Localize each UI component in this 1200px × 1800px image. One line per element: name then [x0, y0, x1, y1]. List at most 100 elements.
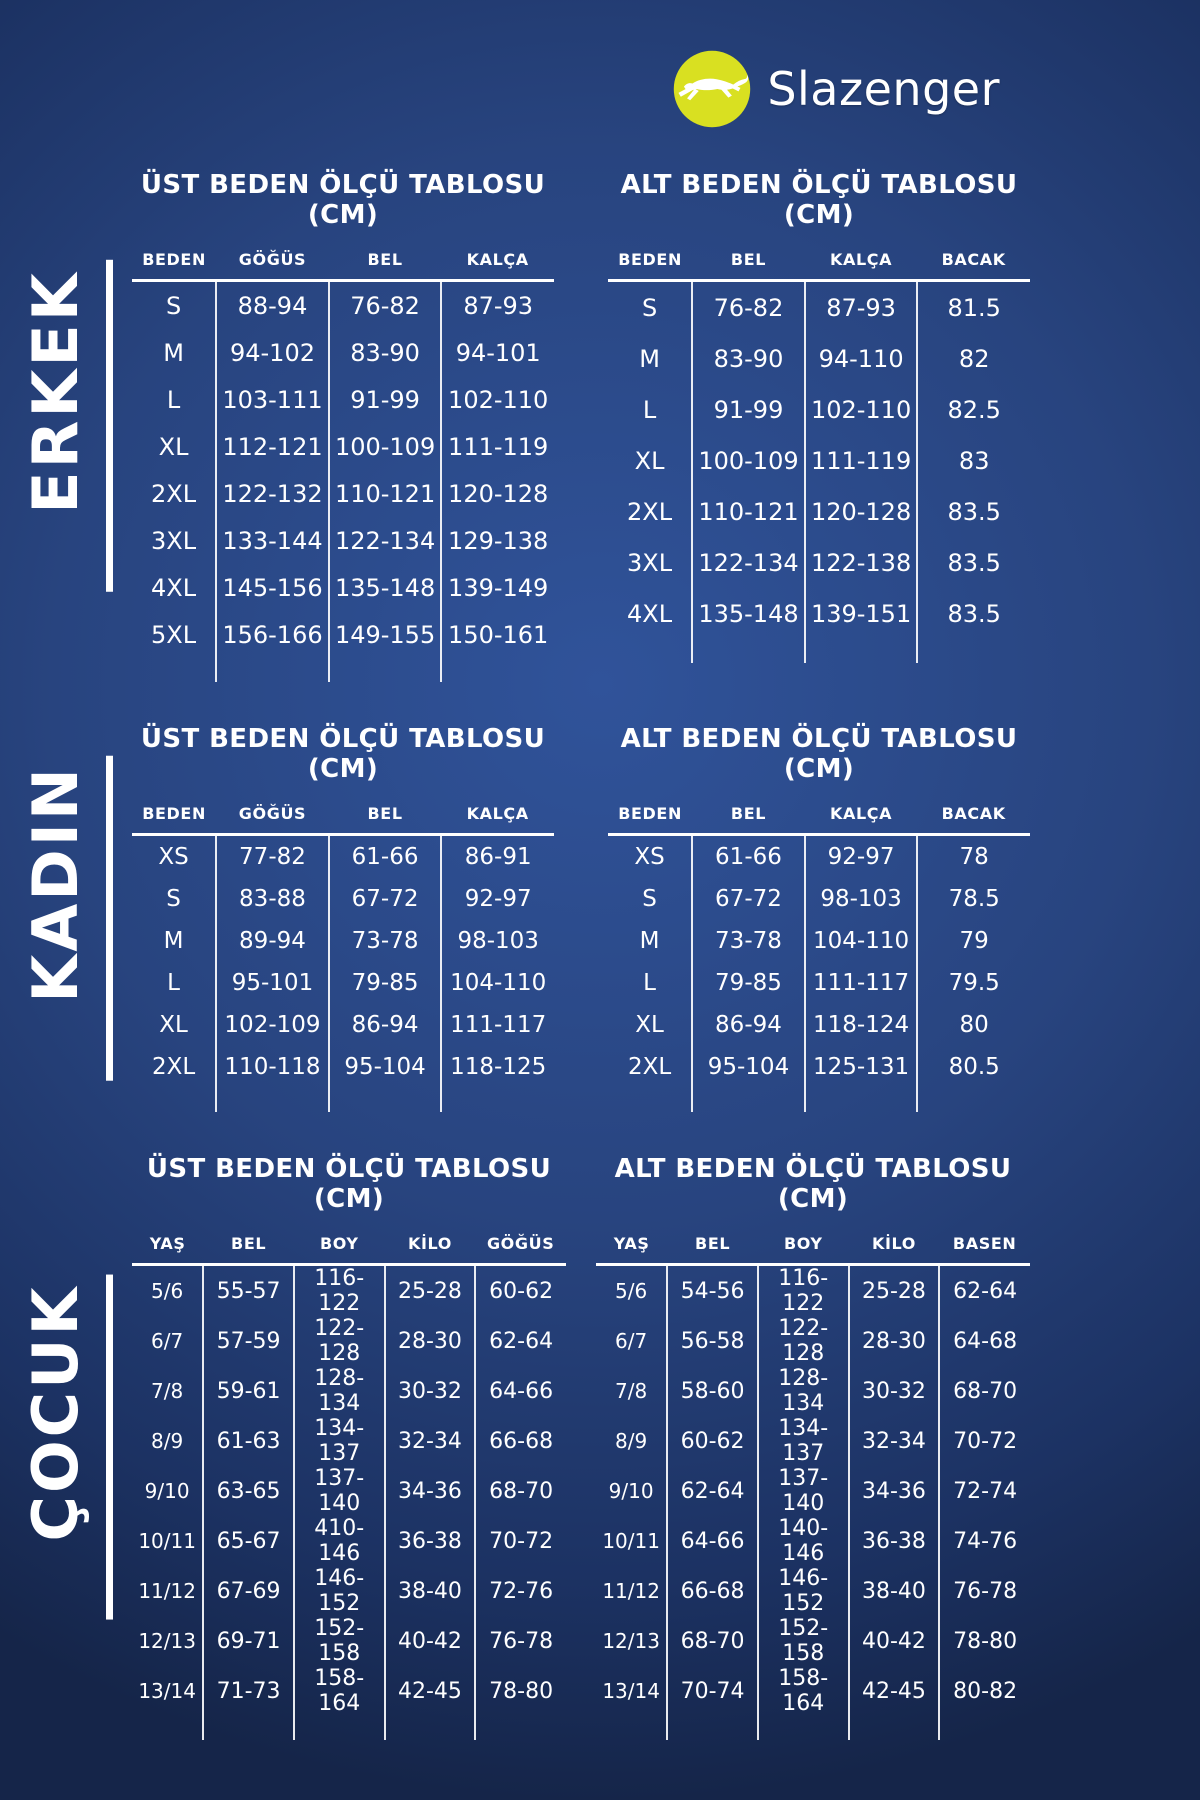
table-cell: 76-78 — [938, 1566, 1030, 1616]
table-cell: 66-68 — [474, 1416, 566, 1466]
table-cell: 111-119 — [440, 423, 554, 470]
column-header: BOY — [293, 1234, 385, 1266]
table-row: 4XL 135-148 139-151 83.5 — [608, 588, 1030, 639]
table-row: 10/11 64-66 140-146 36-38 74-76 — [596, 1516, 1030, 1566]
table-cell: 88-94 — [215, 280, 329, 329]
table-cell: 118-124 — [803, 1004, 918, 1046]
column-header: YAŞ — [132, 1234, 204, 1266]
table-row: 13/14 70-74 158-164 42-45 80-82 — [596, 1666, 1030, 1716]
table-cell: 139-151 — [803, 588, 918, 639]
table-cell: 9/10 — [144, 1479, 190, 1503]
table-cell: 83-88 — [215, 878, 329, 920]
table-cell: 83-90 — [691, 333, 805, 384]
table-cell: 62-64 — [666, 1466, 758, 1516]
table-row: XS 61-66 92-97 78 — [608, 834, 1030, 878]
table-cell: 149-155 — [327, 611, 442, 658]
table-cell: 78-80 — [938, 1616, 1030, 1666]
column-header: BEL — [328, 250, 442, 282]
table-cell: 7/8 — [615, 1379, 648, 1403]
table-cell: 122-134 — [691, 537, 805, 588]
table-cell: 28-30 — [847, 1316, 940, 1366]
table-cell: 67-72 — [327, 878, 442, 920]
table-cell: 86-94 — [691, 1004, 805, 1046]
column-header: BEDEN — [608, 804, 693, 836]
table-cell: 83 — [916, 435, 1030, 486]
table-cell: 89-94 — [215, 920, 329, 962]
table-cell: 120-128 — [440, 470, 554, 517]
table-cell: 410-146 — [292, 1516, 385, 1566]
header-row: YAŞ BEL BOY KİLO BASEN — [596, 1234, 1030, 1266]
table-row: M 89-94 73-78 98-103 — [132, 920, 554, 962]
table-cell: 30-32 — [383, 1366, 476, 1416]
table-cell: 61-66 — [691, 834, 805, 878]
table-cell: 10/11 — [138, 1529, 196, 1553]
header-row: BEDEN BEL KALÇA BACAK — [608, 250, 1030, 282]
table-cell: 112-121 — [215, 423, 329, 470]
table-cell: 104-110 — [440, 962, 554, 1004]
table-cell: XS — [158, 844, 189, 870]
table-cell: 137-140 — [292, 1466, 385, 1516]
table-cell: 102-110 — [803, 384, 918, 435]
table-cell: 139-149 — [440, 564, 554, 611]
table-cell: 80 — [916, 1004, 1030, 1046]
column-header: KALÇA — [804, 804, 918, 836]
table-cell: 55-57 — [202, 1264, 294, 1316]
table-row: 2XL 110-121 120-128 83.5 — [608, 486, 1030, 537]
table-cell: 77-82 — [215, 834, 329, 878]
table-row: 5/6 54-56 116-122 25-28 62-64 — [596, 1264, 1030, 1316]
table-row: L 95-101 79-85 104-110 — [132, 962, 554, 1004]
table-cell: 134-137 — [756, 1416, 849, 1466]
table-cell: 111-119 — [803, 435, 918, 486]
table-row: 2XL 110-118 95-104 118-125 — [132, 1046, 554, 1088]
section-label-column-erkek: ERKEK — [0, 170, 132, 682]
table-cell: 40-42 — [383, 1616, 476, 1666]
table-cell: 36-38 — [847, 1516, 940, 1566]
table-cell: 98-103 — [440, 920, 554, 962]
table-cell: 82.5 — [916, 384, 1030, 435]
table-cell: 118-125 — [440, 1046, 554, 1088]
table-row: 2XL 122-132 110-121 120-128 — [132, 470, 554, 517]
size-charts: ERKEK ÜST BEDEN ÖLÇÜ TABLOSU (CM) BEDEN G… — [0, 170, 1200, 1740]
table-cell: 76-82 — [691, 280, 805, 333]
table-cell: 54-56 — [666, 1264, 758, 1316]
table-row: M 73-78 104-110 79 — [608, 920, 1030, 962]
section-kadin: KADIN ÜST BEDEN ÖLÇÜ TABLOSU (CM) BEDEN G… — [0, 724, 1030, 1112]
table-cell: 68-70 — [938, 1366, 1030, 1416]
table-cell: 5/6 — [615, 1279, 648, 1303]
erkek-lower-table-block: ALT BEDEN ÖLÇÜ TABLOSU (CM) BEDEN BEL KALÇ… — [608, 170, 1030, 682]
table-row: 9/10 63-65 137-140 34-36 68-70 — [132, 1466, 566, 1516]
table-cell: S — [641, 293, 658, 322]
table-row: 8/9 61-63 134-137 32-34 66-68 — [132, 1416, 566, 1466]
table-cell: 94-110 — [803, 333, 918, 384]
table-cell: 5XL — [151, 620, 197, 649]
table-cell: 56-58 — [666, 1316, 758, 1366]
table-cell: 86-94 — [327, 1004, 442, 1046]
panther-icon — [674, 50, 751, 128]
cocuk-upper-table-block: ÜST BEDEN ÖLÇÜ TABLOSU (CM) YAŞ BEL BOY KİL… — [132, 1154, 566, 1740]
table-cell: 73-78 — [691, 920, 805, 962]
table-cell: 152-158 — [292, 1616, 385, 1666]
table-row: XL 102-109 86-94 111-117 — [132, 1004, 554, 1046]
table-cell: 66-68 — [666, 1566, 758, 1616]
table-cell: 11/12 — [602, 1579, 660, 1603]
table-cell: 36-38 — [383, 1516, 476, 1566]
table-row: 10/11 65-67 410-146 36-38 70-72 — [132, 1516, 566, 1566]
table-cell: 34-36 — [847, 1466, 940, 1516]
table-cell: 128-134 — [756, 1366, 849, 1416]
table-cell: 2XL — [151, 1054, 196, 1080]
table-row: L 103-111 91-99 102-110 — [132, 376, 554, 423]
table-cell: 4XL — [151, 573, 197, 602]
column-header: KALÇA — [441, 250, 554, 282]
section-cocuk: ÇOCUK ÜST BEDEN ÖLÇÜ TABLOSU (CM) YAŞ BEL… — [0, 1154, 1030, 1740]
table-title: ALT BEDEN ÖLÇÜ TABLOSU (CM) — [614, 1154, 1012, 1214]
column-header: KALÇA — [804, 250, 918, 282]
table-row: 11/12 67-69 146-152 38-40 72-76 — [132, 1566, 566, 1616]
table-row: 9/10 62-64 137-140 34-36 72-74 — [596, 1466, 1030, 1516]
table-cell: 9/10 — [608, 1479, 654, 1503]
table-cell: M — [163, 928, 184, 954]
table-row: 12/13 69-71 152-158 40-42 76-78 — [132, 1616, 566, 1666]
table-cell: 104-110 — [803, 920, 918, 962]
table-title: ÜST BEDEN ÖLÇÜ TABLOSU (CM) — [146, 1154, 552, 1214]
table-cell: 145-156 — [215, 564, 329, 611]
table-cell: 79-85 — [327, 962, 442, 1004]
